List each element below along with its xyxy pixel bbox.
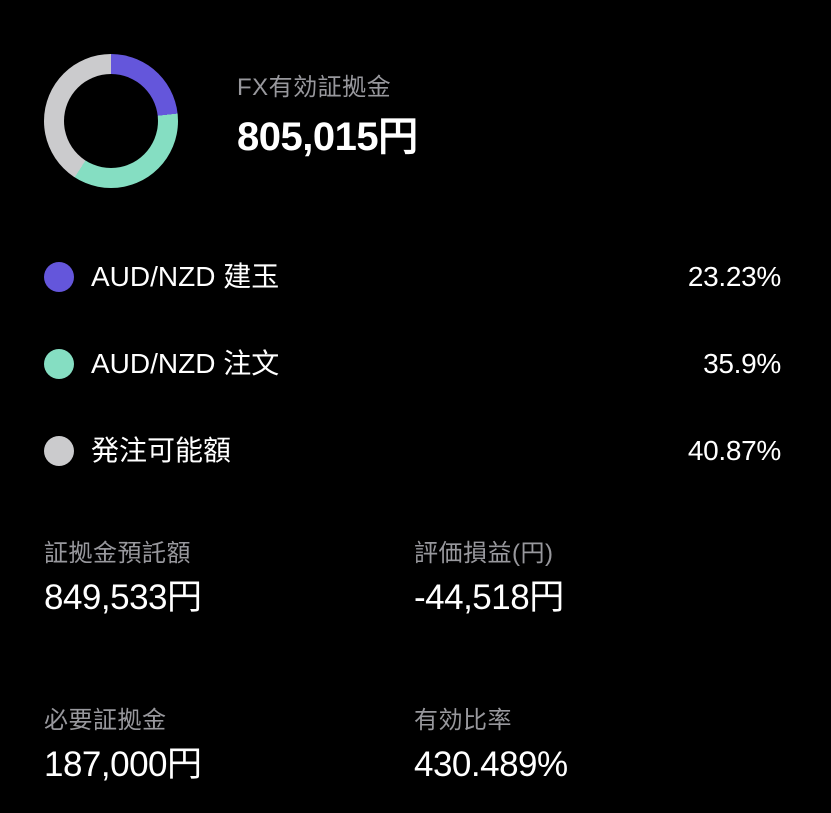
stat-label: 必要証拠金 [44,707,167,734]
stat-deposit: 証拠金預託額 849,533円 [44,537,414,621]
stat-value: 187,000円 [44,745,202,784]
effective-margin-label: FX有効証拠金 [237,74,392,101]
stats-grid: 証拠金預託額 849,533円 評価損益(円) -44,518円 必要証拠金 1… [44,537,781,788]
legend-percent: 35.9% [703,348,781,379]
stat-label: 評価損益(円) [414,540,554,567]
chart-header: FX有効証拠金 805,015円 [237,72,418,161]
stat-margin-ratio: 有効比率 430.489% [414,704,781,788]
legend: AUD/NZD 建玉 23.23% AUD/NZD 注文 35.9% 発注可能額… [44,262,781,466]
legend-row-available: 発注可能額 40.87% [44,436,781,466]
legend-label: 発注可能額 [91,435,232,466]
margin-donut-chart [44,54,178,188]
legend-percent: 40.87% [687,435,781,466]
legend-label: AUD/NZD 建玉 [91,261,280,292]
legend-row-orders: AUD/NZD 注文 35.9% [44,349,781,379]
effective-margin-value: 805,015円 [237,115,418,159]
legend-dot-purple-icon [44,262,74,292]
legend-row-position: AUD/NZD 建玉 23.23% [44,262,781,292]
stat-required-margin: 必要証拠金 187,000円 [44,704,414,788]
stat-value: 849,533円 [44,578,202,617]
stat-label: 証拠金預託額 [44,540,191,567]
legend-percent: 23.23% [687,261,781,292]
stat-label: 有効比率 [414,707,512,734]
donut-hole [64,74,158,168]
legend-label: AUD/NZD 注文 [91,348,280,379]
stat-value: -44,518円 [414,578,564,617]
legend-dot-teal-icon [44,349,74,379]
legend-dot-gray-icon [44,436,74,466]
stat-unrealized-pl: 評価損益(円) -44,518円 [414,537,781,621]
stat-value: 430.489% [414,745,568,784]
